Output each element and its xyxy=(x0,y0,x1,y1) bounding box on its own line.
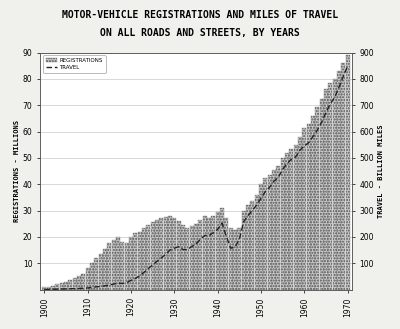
Bar xyxy=(112,240,116,290)
Bar xyxy=(298,137,302,290)
Legend: REGISTRATIONS, TRAVEL: REGISTRATIONS, TRAVEL xyxy=(43,55,106,73)
Bar xyxy=(73,278,76,290)
Bar xyxy=(264,178,267,290)
Bar xyxy=(120,242,124,290)
Text: ON ALL ROADS AND STREETS, BY YEARS: ON ALL ROADS AND STREETS, BY YEARS xyxy=(100,28,300,38)
Bar xyxy=(328,83,332,290)
Bar xyxy=(68,280,72,290)
Bar xyxy=(250,201,254,290)
Bar xyxy=(207,218,211,290)
Bar xyxy=(238,228,241,290)
Bar xyxy=(246,205,250,290)
Bar xyxy=(320,99,324,290)
Bar xyxy=(342,63,345,290)
Bar xyxy=(302,128,306,290)
Bar xyxy=(186,228,189,290)
Bar xyxy=(168,216,172,290)
Bar xyxy=(311,116,315,290)
Bar xyxy=(212,216,215,290)
Bar xyxy=(255,195,258,290)
Bar xyxy=(224,218,228,290)
Bar xyxy=(220,208,224,290)
Bar xyxy=(337,71,341,290)
Bar xyxy=(268,175,272,290)
Bar xyxy=(146,225,150,290)
Bar xyxy=(116,237,120,290)
Bar xyxy=(134,233,137,290)
Bar xyxy=(56,284,59,290)
Bar xyxy=(108,243,111,290)
Bar xyxy=(259,184,263,290)
Bar xyxy=(272,170,276,290)
Bar xyxy=(82,274,85,290)
Bar xyxy=(233,230,237,290)
Bar xyxy=(51,286,55,290)
Bar xyxy=(285,153,289,290)
Bar xyxy=(324,89,328,290)
Bar xyxy=(142,228,146,290)
Bar xyxy=(42,288,46,290)
Bar xyxy=(155,220,159,290)
Bar xyxy=(203,216,206,290)
Bar xyxy=(172,218,176,290)
Bar xyxy=(77,276,81,290)
Bar xyxy=(47,287,50,290)
Bar xyxy=(190,226,194,290)
Bar xyxy=(160,218,163,290)
Bar xyxy=(151,222,154,290)
Bar xyxy=(177,221,180,290)
Bar xyxy=(333,79,336,290)
Bar xyxy=(194,224,198,290)
Bar xyxy=(164,217,168,290)
Text: MOTOR-VEHICLE REGISTRATIONS AND MILES OF TRAVEL: MOTOR-VEHICLE REGISTRATIONS AND MILES OF… xyxy=(62,10,338,20)
Bar xyxy=(346,55,350,290)
Bar xyxy=(216,212,220,290)
Bar xyxy=(316,107,319,290)
Bar xyxy=(307,124,310,290)
Bar xyxy=(181,225,185,290)
Bar xyxy=(129,237,133,290)
Bar xyxy=(64,282,68,290)
Y-axis label: TRAVEL - BILLION MILES: TRAVEL - BILLION MILES xyxy=(378,124,384,218)
Bar xyxy=(94,258,98,290)
Y-axis label: REGISTRATIONS - MILLIONS: REGISTRATIONS - MILLIONS xyxy=(14,120,20,222)
Bar xyxy=(294,145,298,290)
Bar xyxy=(242,211,246,290)
Bar xyxy=(99,254,102,290)
Bar xyxy=(281,158,284,290)
Bar xyxy=(229,228,232,290)
Bar xyxy=(276,166,280,290)
Bar xyxy=(290,149,293,290)
Bar xyxy=(86,268,90,290)
Bar xyxy=(90,263,94,290)
Bar xyxy=(138,232,142,290)
Bar xyxy=(103,249,107,290)
Bar xyxy=(125,243,128,290)
Bar xyxy=(198,220,202,290)
Bar xyxy=(60,283,64,290)
